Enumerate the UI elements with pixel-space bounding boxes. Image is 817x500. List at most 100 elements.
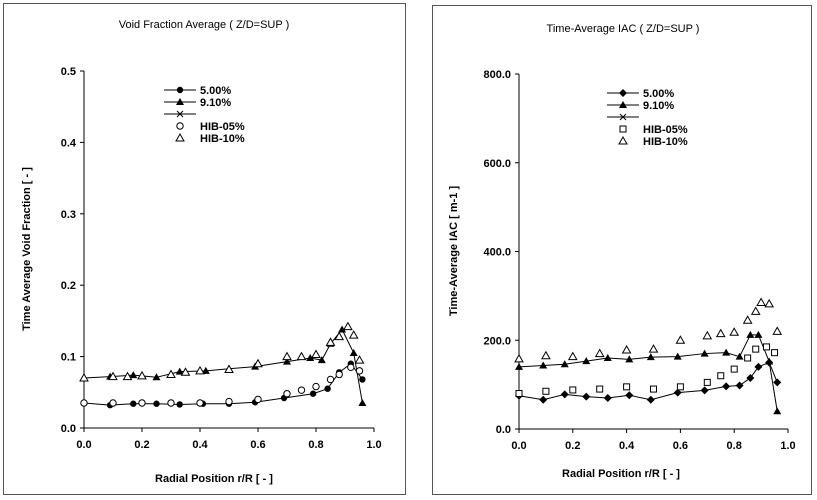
data-point bbox=[560, 390, 569, 399]
series-4 bbox=[79, 321, 365, 382]
iac-chart: Time-Average IAC ( Z/D=SUP ) Radial Posi… bbox=[448, 23, 796, 480]
data-point bbox=[569, 386, 577, 394]
data-point bbox=[130, 400, 137, 407]
data-point bbox=[729, 327, 740, 336]
legend-label: HIB-10% bbox=[643, 136, 688, 148]
y-axis-label: Time-Average IAC [ m-1 ] bbox=[448, 186, 460, 317]
data-point bbox=[296, 351, 307, 361]
data-point bbox=[334, 331, 345, 341]
data-point bbox=[347, 363, 355, 372]
data-point bbox=[343, 321, 353, 331]
data-point bbox=[744, 354, 752, 362]
data-point bbox=[152, 373, 161, 381]
series-line bbox=[83, 363, 363, 406]
y-tick-label: 400.0 bbox=[483, 247, 511, 259]
data-point bbox=[324, 385, 331, 392]
data-point bbox=[108, 371, 118, 381]
data-point bbox=[735, 381, 744, 390]
data-point bbox=[542, 387, 550, 395]
data-point bbox=[317, 356, 326, 364]
data-point bbox=[703, 378, 711, 386]
data-point bbox=[752, 345, 760, 353]
data-point bbox=[283, 357, 291, 365]
x-axis-label: Radial Position r/R [ - ] bbox=[155, 473, 273, 485]
y-tick-label: 0.3 bbox=[61, 209, 76, 221]
data-point bbox=[603, 393, 612, 402]
legend-label: 5.00% bbox=[643, 88, 674, 100]
data-point bbox=[700, 349, 709, 357]
data-point bbox=[567, 351, 578, 361]
data-point bbox=[646, 395, 655, 404]
x-tick-label: 0.4 bbox=[192, 439, 208, 451]
data-point bbox=[722, 348, 731, 356]
legend-label: 9.10% bbox=[200, 97, 231, 109]
data-point bbox=[764, 298, 775, 308]
data-point bbox=[253, 358, 263, 368]
data-point bbox=[715, 328, 726, 338]
x-tick-label: 0.6 bbox=[673, 440, 688, 452]
x-tick-label: 0.2 bbox=[134, 439, 149, 451]
data-point bbox=[765, 357, 774, 365]
x-stroke bbox=[176, 110, 184, 118]
data-point bbox=[80, 399, 88, 407]
data-point bbox=[309, 390, 317, 397]
data-point bbox=[338, 325, 347, 333]
data-point bbox=[746, 330, 755, 338]
data-point bbox=[137, 370, 147, 380]
y-tick-label: 800.0 bbox=[483, 69, 511, 81]
data-point bbox=[349, 349, 358, 357]
data-point bbox=[348, 330, 359, 339]
data-point bbox=[225, 397, 233, 406]
x-axis-label: Radial Position r/R [ - ] bbox=[562, 468, 680, 480]
data-point bbox=[311, 349, 321, 358]
chart-title: Time-Average IAC ( Z/D=SUP ) bbox=[547, 23, 700, 35]
data-point bbox=[166, 369, 176, 378]
y-tick-label: 0.0 bbox=[496, 424, 511, 436]
data-point bbox=[358, 399, 367, 407]
legend-label: 9.10% bbox=[643, 100, 674, 112]
x-tick-label: 0.4 bbox=[619, 440, 635, 452]
data-point bbox=[742, 315, 753, 324]
data-point bbox=[180, 367, 191, 376]
data-point bbox=[515, 362, 523, 370]
data-point bbox=[196, 399, 204, 407]
legend-marker bbox=[619, 113, 627, 121]
data-point bbox=[754, 330, 763, 338]
data-point bbox=[129, 371, 138, 379]
data-point bbox=[224, 364, 234, 373]
data-point bbox=[176, 401, 183, 408]
data-point bbox=[335, 370, 343, 379]
data-point bbox=[254, 395, 262, 404]
data-point bbox=[282, 351, 292, 361]
data-point bbox=[355, 367, 364, 375]
series-0 bbox=[80, 360, 366, 409]
data-point bbox=[625, 391, 634, 400]
data-point bbox=[122, 371, 133, 381]
data-point bbox=[762, 343, 770, 351]
legend-marker bbox=[176, 86, 184, 94]
data-point bbox=[773, 407, 782, 415]
legend-label: HIB-10% bbox=[200, 133, 245, 145]
data-point bbox=[773, 378, 782, 387]
data-point bbox=[539, 395, 548, 404]
void-fraction-chart-panel: Void Fraction Average ( Z/D=SUP ) Radial… bbox=[3, 3, 406, 495]
data-point bbox=[582, 357, 591, 365]
data-point bbox=[153, 400, 160, 407]
data-point bbox=[582, 392, 591, 401]
series-1 bbox=[515, 330, 782, 415]
data-point bbox=[514, 353, 524, 363]
data-point bbox=[354, 355, 365, 364]
y-tick-label: 0.0 bbox=[61, 423, 76, 435]
data-point bbox=[673, 388, 682, 397]
y-tick-label: 0.4 bbox=[61, 137, 77, 149]
data-point bbox=[515, 390, 523, 397]
x-tick-label: 0.8 bbox=[727, 440, 742, 452]
series-3 bbox=[80, 363, 364, 407]
data-point bbox=[722, 382, 731, 391]
x-tick-label: 0.6 bbox=[250, 439, 265, 451]
x-tick-label: 0.2 bbox=[565, 440, 580, 452]
y-tick-label: 0.1 bbox=[61, 352, 76, 364]
data-point bbox=[138, 399, 146, 407]
y-axis-label: Time Average Void Fraction [ - ] bbox=[21, 167, 33, 331]
data-point bbox=[650, 385, 657, 393]
